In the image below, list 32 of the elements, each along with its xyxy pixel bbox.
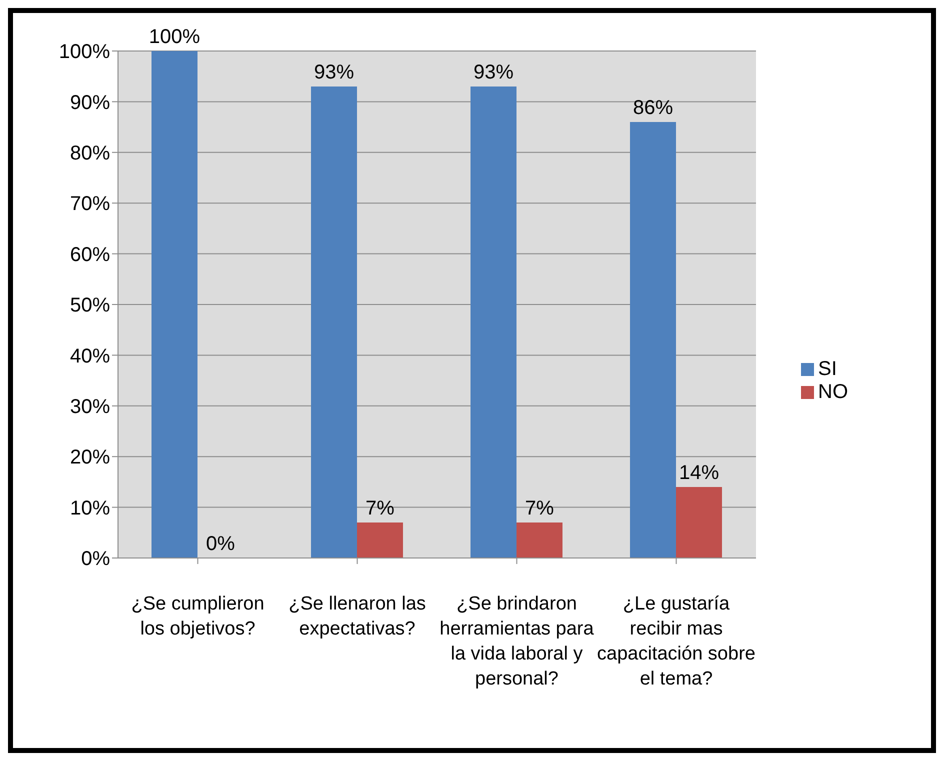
- data-label: 7%: [366, 498, 395, 520]
- y-tick-label: 50%: [70, 294, 110, 317]
- data-label: 100%: [148, 26, 200, 48]
- x-tick-label: ¿Se llenaron las expectativas?: [288, 593, 426, 640]
- bar: [516, 522, 562, 558]
- legend-label: NO: [818, 380, 848, 402]
- data-label: 86%: [632, 96, 674, 119]
- data-label: 93%: [473, 61, 514, 84]
- data-label: 14%: [678, 462, 720, 484]
- y-tick-label: 0%: [81, 548, 110, 570]
- bar: [151, 51, 198, 558]
- data-label: 93%: [314, 61, 354, 84]
- y-tick-label: 10%: [70, 497, 110, 520]
- y-tick-label: 60%: [70, 244, 110, 266]
- y-tick-label: 70%: [70, 193, 110, 216]
- x-tick-label: ¿Le gustaría recibir mas capacitación sobre el tema?: [597, 593, 756, 690]
- bar: [310, 86, 357, 558]
- bar: [356, 522, 403, 558]
- y-tick-label: 20%: [70, 446, 110, 469]
- bar: [470, 86, 516, 558]
- y-tick-label: 100%: [58, 41, 110, 64]
- bar: [630, 122, 676, 558]
- x-tick-label: ¿Se cumplieron los objetivos?: [131, 593, 264, 640]
- data-label: 7%: [525, 498, 554, 520]
- y-tick-label: 40%: [70, 345, 110, 368]
- data-label: 0%: [206, 532, 236, 555]
- y-tick-label: 90%: [70, 92, 110, 114]
- y-tick-label: 30%: [70, 396, 110, 418]
- x-tick-label: ¿Se brindaron herramientas para la vida laboral y personal?: [440, 593, 594, 690]
- bar: [676, 487, 722, 558]
- legend-label: SI: [818, 358, 837, 380]
- y-tick-label: 80%: [70, 142, 110, 164]
